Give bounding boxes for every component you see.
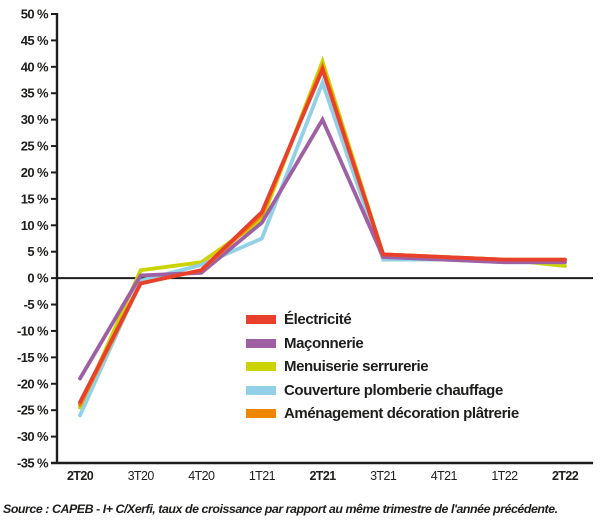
y-tick-label: -5 % bbox=[24, 297, 49, 312]
legend-item-menuiserie-serrurerie: Menuiserie serrurerie bbox=[246, 355, 519, 379]
legend-item-electricite: Électricité bbox=[246, 308, 519, 332]
x-tick-label: 3T21 bbox=[370, 469, 397, 483]
legend-item-maconnerie: Maçonnerie bbox=[246, 332, 519, 356]
x-tick-label: 1T21 bbox=[249, 469, 276, 483]
y-tick-label: 15 % bbox=[21, 191, 49, 206]
y-tick-label: 35 % bbox=[21, 86, 49, 101]
legend-label: Couverture plomberie chauffage bbox=[284, 381, 503, 399]
legend-label: Électricité bbox=[284, 311, 352, 329]
y-tick-label: 25 % bbox=[21, 139, 49, 154]
series-line-electricite bbox=[78, 64, 567, 405]
chart-legend: Électricité Maçonnerie Menuiserie serrurer… bbox=[246, 308, 519, 426]
legend-label: Aménagement décoration plâtrerie bbox=[284, 405, 519, 423]
y-tick-label: -25 % bbox=[17, 403, 49, 418]
y-tick-label: 45 % bbox=[21, 33, 49, 48]
series-line-maconnerie bbox=[78, 115, 567, 381]
legend-swatch bbox=[246, 409, 276, 419]
legend-item-amenagement-decoration-platrerie: Aménagement décoration plâtrerie bbox=[246, 402, 519, 426]
legend-swatch bbox=[246, 315, 276, 325]
y-tick-label: -35 % bbox=[17, 456, 49, 471]
x-tick-label: 1T22 bbox=[491, 469, 518, 483]
legend-swatch bbox=[246, 362, 276, 372]
legend-label: Menuiserie serrurerie bbox=[284, 358, 429, 376]
y-tick-label: -15 % bbox=[17, 350, 49, 365]
y-tick-label: 10 % bbox=[21, 218, 49, 233]
y-tick-label: 50 % bbox=[21, 7, 49, 22]
legend-swatch bbox=[246, 385, 276, 395]
x-tick-label: 2T21 bbox=[309, 469, 336, 483]
x-tick-label: 3T20 bbox=[128, 469, 155, 483]
x-tick-label: 4T20 bbox=[188, 469, 215, 483]
y-tick-label: -20 % bbox=[17, 376, 49, 391]
y-tick-label: 40 % bbox=[21, 59, 49, 74]
legend-label: Maçonnerie bbox=[284, 334, 364, 352]
y-tick-label: 20 % bbox=[21, 165, 49, 180]
legend-swatch bbox=[246, 338, 276, 348]
source-note: Source : CAPEB - I+ C/Xerfi, taux de cro… bbox=[3, 502, 558, 516]
y-tick-label: 5 % bbox=[27, 244, 49, 259]
legend-item-couverture-plomberie-chauffage: Couverture plomberie chauffage bbox=[246, 379, 519, 403]
y-tick-label: 0 % bbox=[27, 271, 49, 286]
y-tick-label: -10 % bbox=[17, 323, 49, 338]
y-tick-label: 30 % bbox=[21, 112, 49, 127]
x-tick-label: 2T22 bbox=[552, 469, 579, 483]
y-tick-label: -30 % bbox=[17, 429, 49, 444]
x-tick-label: 4T21 bbox=[431, 469, 458, 483]
x-tick-label: 2T20 bbox=[67, 469, 94, 483]
